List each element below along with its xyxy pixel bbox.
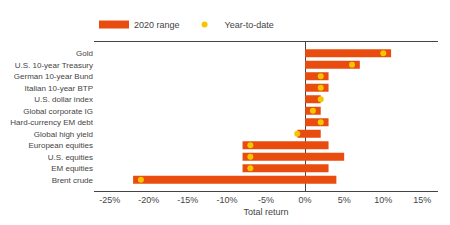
svg-text:Brent crude: Brent crude: [52, 176, 94, 185]
svg-text:Year-to-date: Year-to-date: [225, 20, 274, 30]
svg-text:15%: 15%: [413, 195, 431, 205]
svg-text:-5%: -5%: [258, 195, 274, 205]
svg-text:Total return: Total return: [243, 207, 288, 217]
svg-text:Gold: Gold: [76, 49, 93, 58]
svg-text:U.S. equities: U.S. equities: [48, 153, 93, 162]
svg-text:EM equities: EM equities: [51, 164, 93, 173]
svg-text:Hard-currency EM debt: Hard-currency EM debt: [10, 118, 93, 127]
svg-text:German 10-year Bund: German 10-year Bund: [14, 72, 93, 81]
svg-text:-25%: -25%: [99, 195, 120, 205]
svg-text:-20%: -20%: [138, 195, 159, 205]
svg-text:U.S. dollar index: U.S. dollar index: [34, 95, 93, 104]
svg-text:Global high yield: Global high yield: [34, 130, 93, 139]
svg-text:10%: 10%: [374, 195, 392, 205]
svg-text:-10%: -10%: [216, 195, 237, 205]
svg-text:-15%: -15%: [177, 195, 198, 205]
svg-text:0%: 0%: [299, 195, 312, 205]
svg-text:5%: 5%: [338, 195, 351, 205]
svg-text:U.S. 10-year Treasury: U.S. 10-year Treasury: [15, 61, 93, 70]
svg-text:Italian 10-year BTP: Italian 10-year BTP: [25, 84, 93, 93]
svg-text:European equities: European equities: [29, 141, 94, 150]
svg-text:2020 range: 2020 range: [134, 20, 180, 30]
svg-text:Global corporate IG: Global corporate IG: [23, 107, 93, 116]
